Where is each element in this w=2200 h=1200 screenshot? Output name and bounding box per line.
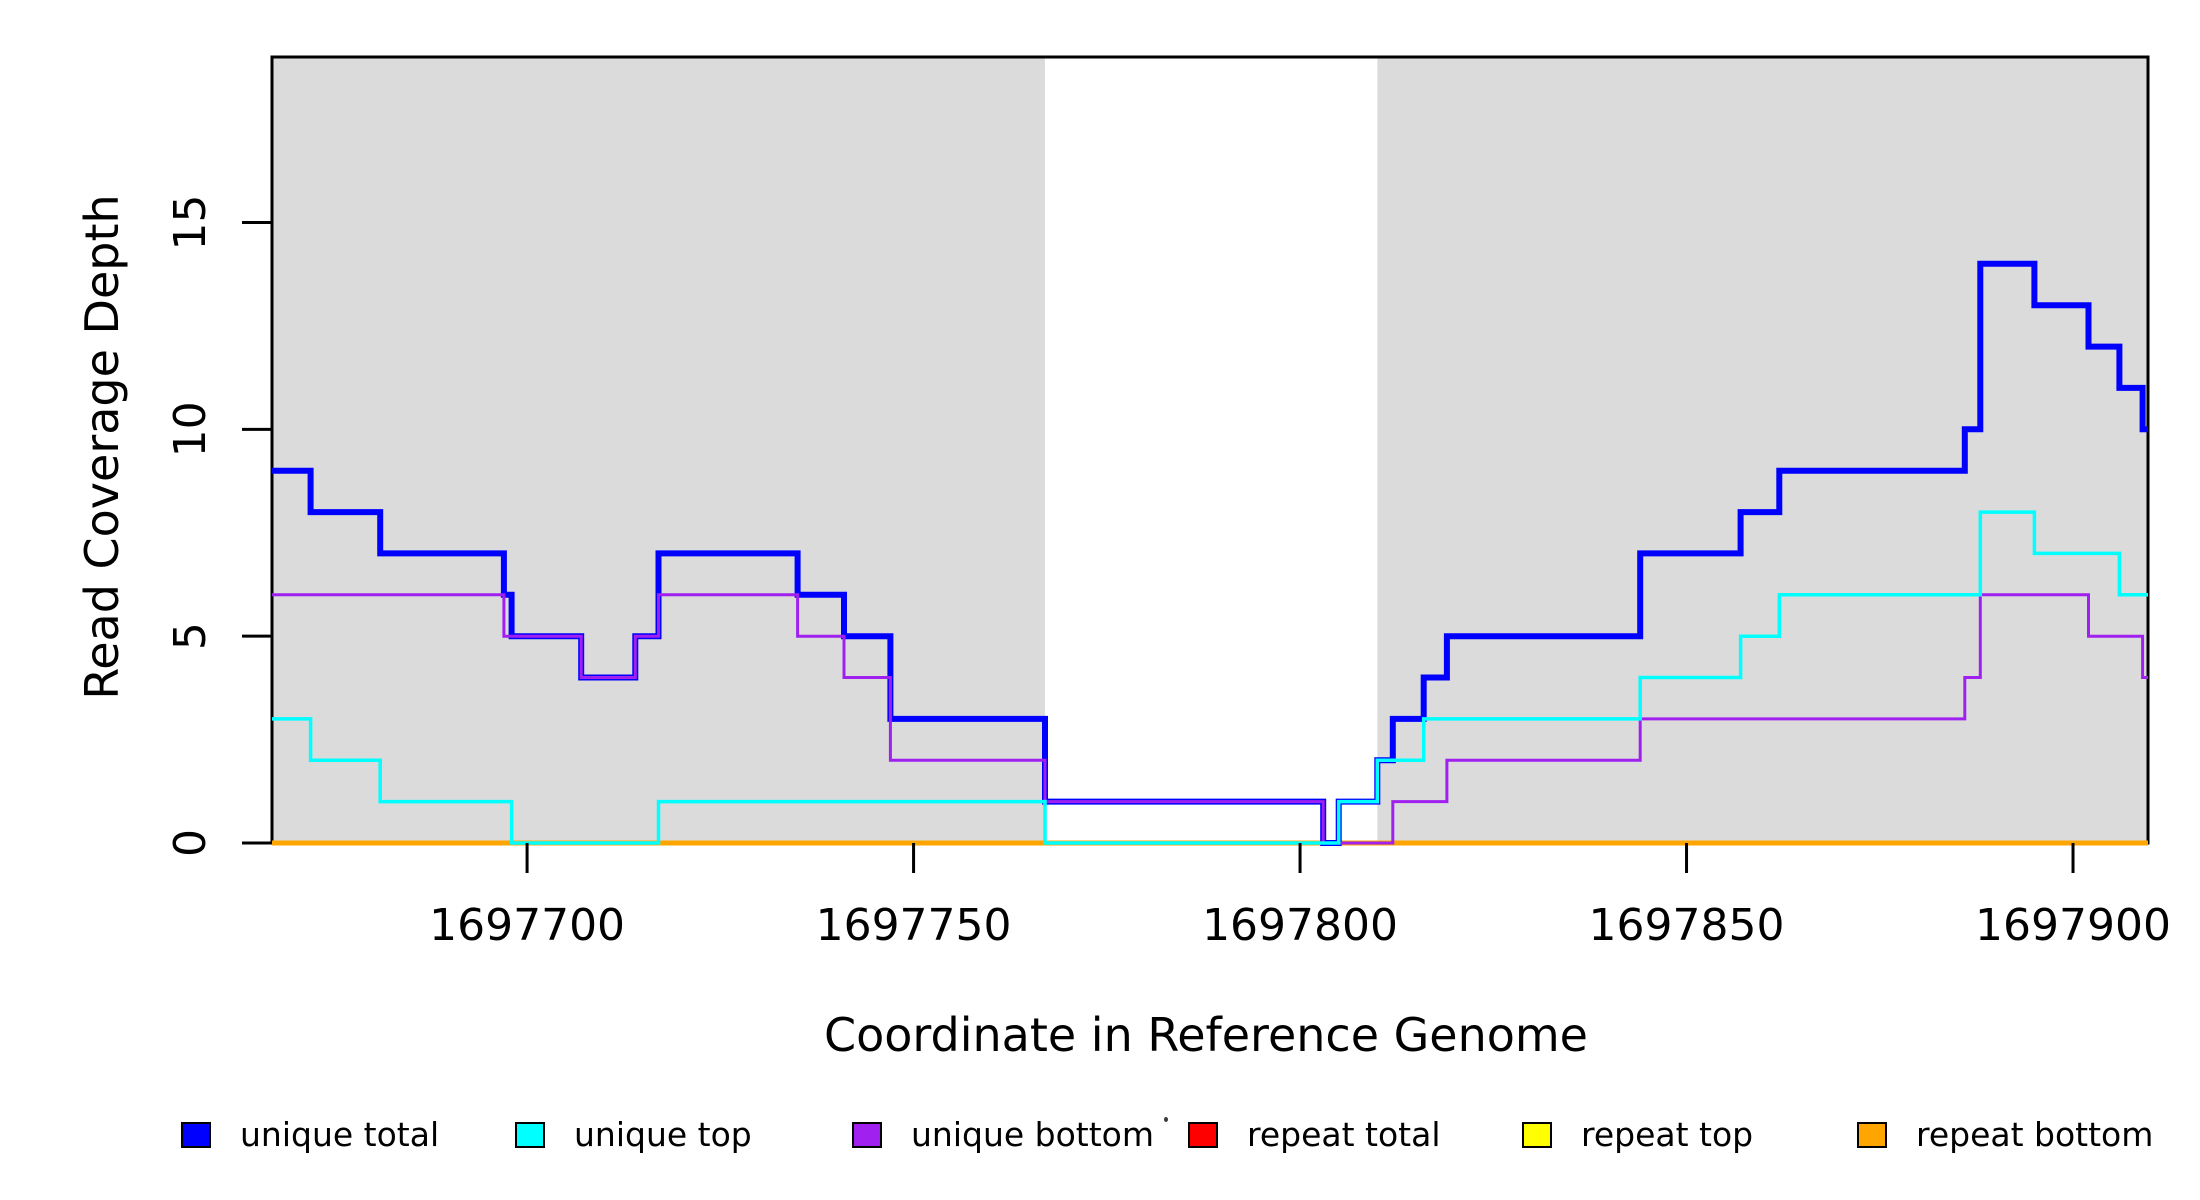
legend-item-repeat-total: repeat total bbox=[1188, 1115, 1441, 1154]
x-tick-label: 1697750 bbox=[816, 900, 1012, 951]
legend-label: unique total bbox=[240, 1115, 440, 1154]
legend-label: unique top bbox=[574, 1115, 752, 1154]
legend-label: unique bottom bbox=[911, 1115, 1155, 1154]
right-gray-region bbox=[1377, 57, 2148, 843]
series-unique-bottom-line bbox=[272, 593, 2148, 845]
legend-swatch-unique-bottom bbox=[852, 1122, 882, 1148]
legend-label: repeat total bbox=[1247, 1115, 1441, 1154]
legend-swatch-repeat-top bbox=[1522, 1122, 1552, 1148]
y-tick-label: 10 bbox=[165, 401, 216, 457]
legend-label: repeat bottom bbox=[1916, 1115, 2154, 1154]
x-tick-label: 1697700 bbox=[429, 900, 625, 951]
y-tick-label: 5 bbox=[165, 622, 216, 650]
x-tick-label: 1697900 bbox=[1975, 900, 2171, 951]
legend-item-unique-total: unique total bbox=[181, 1115, 440, 1154]
left-gray-region bbox=[272, 57, 1045, 843]
legend-swatch-unique-top bbox=[515, 1122, 545, 1148]
series-unique-top-line bbox=[272, 510, 2148, 845]
x-tick-label: 1697850 bbox=[1589, 900, 1785, 951]
legend-swatch-unique-total bbox=[181, 1122, 211, 1148]
x-tick-label: 1697800 bbox=[1202, 900, 1398, 951]
legend-item-unique-top: unique top bbox=[515, 1115, 752, 1154]
y-tick-label: 15 bbox=[165, 194, 216, 250]
x-axis-title: Coordinate in Reference Genome bbox=[824, 1008, 1588, 1062]
y-tick-label: 0 bbox=[165, 829, 216, 857]
legend-item-unique-bottom: unique bottom bbox=[852, 1115, 1155, 1154]
legend-swatch-repeat-total bbox=[1188, 1122, 1218, 1148]
legend-item-repeat-top: repeat top bbox=[1522, 1115, 1754, 1154]
y-axis-title: Read Coverage Depth bbox=[75, 194, 129, 700]
legend-item-repeat-bottom: repeat bottom bbox=[1857, 1115, 2154, 1154]
stray-dot bbox=[1164, 1117, 1168, 1122]
legend-label: repeat top bbox=[1581, 1115, 1754, 1154]
legend-swatch-repeat-bottom bbox=[1857, 1122, 1887, 1148]
